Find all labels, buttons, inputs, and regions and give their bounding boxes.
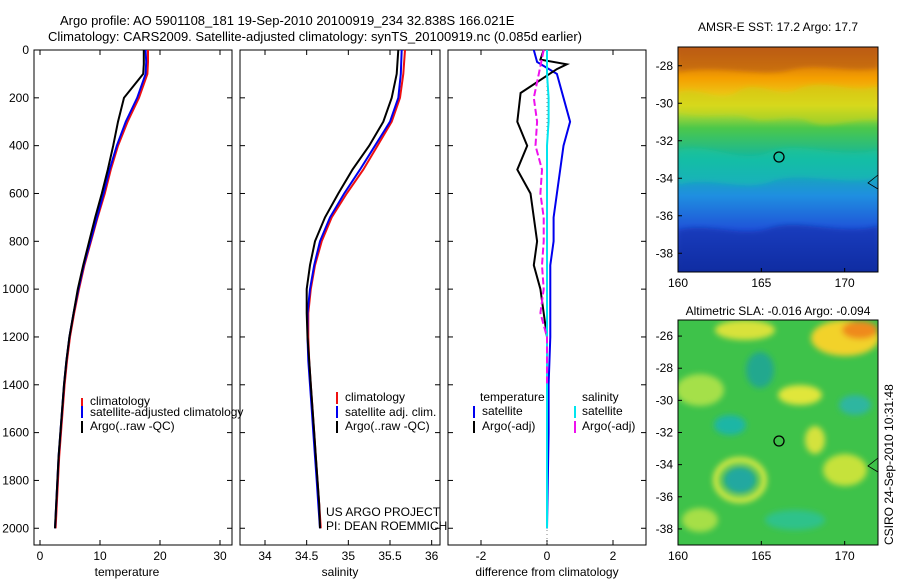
series-line-temperature-satellite (532, 49, 572, 529)
series-line-satellite (306, 49, 403, 529)
series-line-climatology (54, 50, 149, 529)
y-tick-label: -36 (656, 490, 674, 504)
y-tick-label: -38 (656, 522, 674, 536)
x-tick-label: 36 (425, 549, 439, 563)
temperature-legend: climatology satellite-adjusted climatolo… (81, 394, 243, 433)
legend-label-argo: Argo(..raw -QC) (90, 419, 175, 433)
coastline-fragment (867, 174, 879, 190)
y-tick-label: -36 (656, 209, 674, 223)
legend-label-climatology: climatology (90, 394, 150, 408)
x-tick-label: -2 (476, 549, 487, 563)
sla-texture (678, 320, 878, 532)
temperature-axes-frame (33, 49, 233, 546)
difference-xlabel: difference from climatology (475, 565, 618, 579)
x-tick-label: 35.5 (378, 549, 402, 563)
x-tick-label: 30 (213, 549, 227, 563)
y-tick-label: 2000 (2, 521, 29, 535)
sst-texture (678, 47, 878, 272)
y-tick-label: -30 (656, 393, 674, 407)
y-tick-label: 0 (22, 43, 29, 57)
y-tick-label: -34 (656, 171, 674, 185)
argo-float-marker (773, 435, 785, 447)
pi-label: PI: DEAN ROEMMICH (326, 519, 447, 533)
x-tick-label: 35 (342, 549, 356, 563)
x-tick-label: 10 (93, 549, 107, 563)
x-tick-label: 0 (544, 549, 551, 563)
y-tick-label: -34 (656, 458, 674, 472)
salinity-xlabel: salinity (322, 565, 359, 579)
temperature-panel: 0 10 20 30 0 200 400 600 800 1000 1200 1400 1600 1800… (2, 43, 243, 579)
x-tick-label: 170 (835, 549, 855, 563)
plot-title-line1: Argo profile: AO 5901108_181 19-Sep-2010… (60, 13, 515, 28)
temperature-xlabel: temperature (95, 565, 160, 579)
x-tick-label: 165 (751, 549, 771, 563)
salinity-panel: 34 34.5 35 35.5 36 salinity climatology sate… (239, 49, 447, 579)
sst-axes-frame (677, 46, 879, 273)
x-tick-label: 34.5 (295, 549, 319, 563)
legend-label-sal-satellite: satellite (582, 404, 623, 418)
series-line-temperature-argo-adj- (516, 49, 571, 385)
legend-label-climatology: climatology (345, 390, 405, 404)
legend-label-satellite: satellite-adjusted climatology (90, 405, 243, 419)
y-tick-label: 1600 (2, 426, 29, 440)
series-line-salinity-satellite (546, 50, 550, 529)
y-tick-label: 1800 (2, 473, 29, 487)
y-tick-label: 800 (9, 234, 29, 248)
project-label: US ARGO PROJECT (326, 505, 441, 519)
sla-map-panel: Altimetric SLA: -0.016 Argo: -0.094 (656, 304, 896, 563)
x-tick-label: 160 (668, 276, 688, 290)
y-tick-label: -32 (656, 426, 674, 440)
sla-field (678, 320, 878, 545)
y-tick-label: 200 (9, 91, 29, 105)
legend-label-argo: Argo(..raw -QC) (345, 419, 430, 433)
y-tick-label: -30 (656, 96, 674, 110)
legend-header-temperature: temperature (480, 390, 545, 404)
difference-panel: -2 0 2 difference from climatology tempera… (447, 49, 647, 579)
legend-header-salinity: salinity (582, 390, 619, 404)
y-tick-label: -28 (656, 361, 674, 375)
y-tick-label: 1400 (2, 378, 29, 392)
sst-map-title: AMSR-E SST: 17.2 Argo: 17.7 (698, 20, 858, 34)
y-tick-label: 1000 (2, 282, 29, 296)
x-tick-label: 20 (153, 549, 167, 563)
x-tick-label: 34 (258, 549, 272, 563)
plot-title-line2: Climatology: CARS2009. Satellite-adjuste… (48, 29, 583, 44)
y-tick-label: -28 (656, 59, 674, 73)
difference-legend: temperature salinity satellite Argo(-adj… (473, 390, 635, 433)
legend-label-satellite: satellite adj. clim. (345, 405, 436, 419)
series-line-salinity-argo-adj- (532, 49, 548, 385)
y-tick-label: -38 (656, 246, 674, 260)
salinity-axes-frame (239, 49, 441, 546)
x-tick-label: 160 (668, 549, 688, 563)
salinity-legend: climatology satellite adj. clim. Argo(..… (336, 390, 436, 433)
legend-label-temp-argo: Argo(-adj) (482, 419, 535, 433)
x-tick-label: 170 (835, 276, 855, 290)
y-tick-label: -32 (656, 134, 674, 148)
y-tick-label: -26 (656, 329, 674, 343)
coastline-fragment (867, 457, 879, 473)
legend-label-temp-satellite: satellite (482, 404, 523, 418)
sst-map-panel: AMSR-E SST: 17.2 Argo: 17.7 160 165 170 -28… (656, 20, 879, 290)
argo-float-marker (773, 151, 785, 163)
x-tick-label: 2 (610, 549, 617, 563)
series-line-argo (305, 49, 400, 529)
x-tick-label: 165 (751, 276, 771, 290)
timestamp-label: CSIRO 24-Sep-2010 10:31:48 (882, 384, 896, 545)
y-tick-label: 600 (9, 186, 29, 200)
series-line-satellite (54, 49, 148, 529)
y-tick-label: 1200 (2, 330, 29, 344)
series-line-argo (54, 50, 145, 529)
y-tick-label: 400 (9, 139, 29, 153)
legend-label-sal-argo: Argo(-adj) (582, 419, 635, 433)
sla-map-title: Altimetric SLA: -0.016 Argo: -0.094 (686, 304, 871, 318)
x-tick-label: 0 (37, 549, 44, 563)
